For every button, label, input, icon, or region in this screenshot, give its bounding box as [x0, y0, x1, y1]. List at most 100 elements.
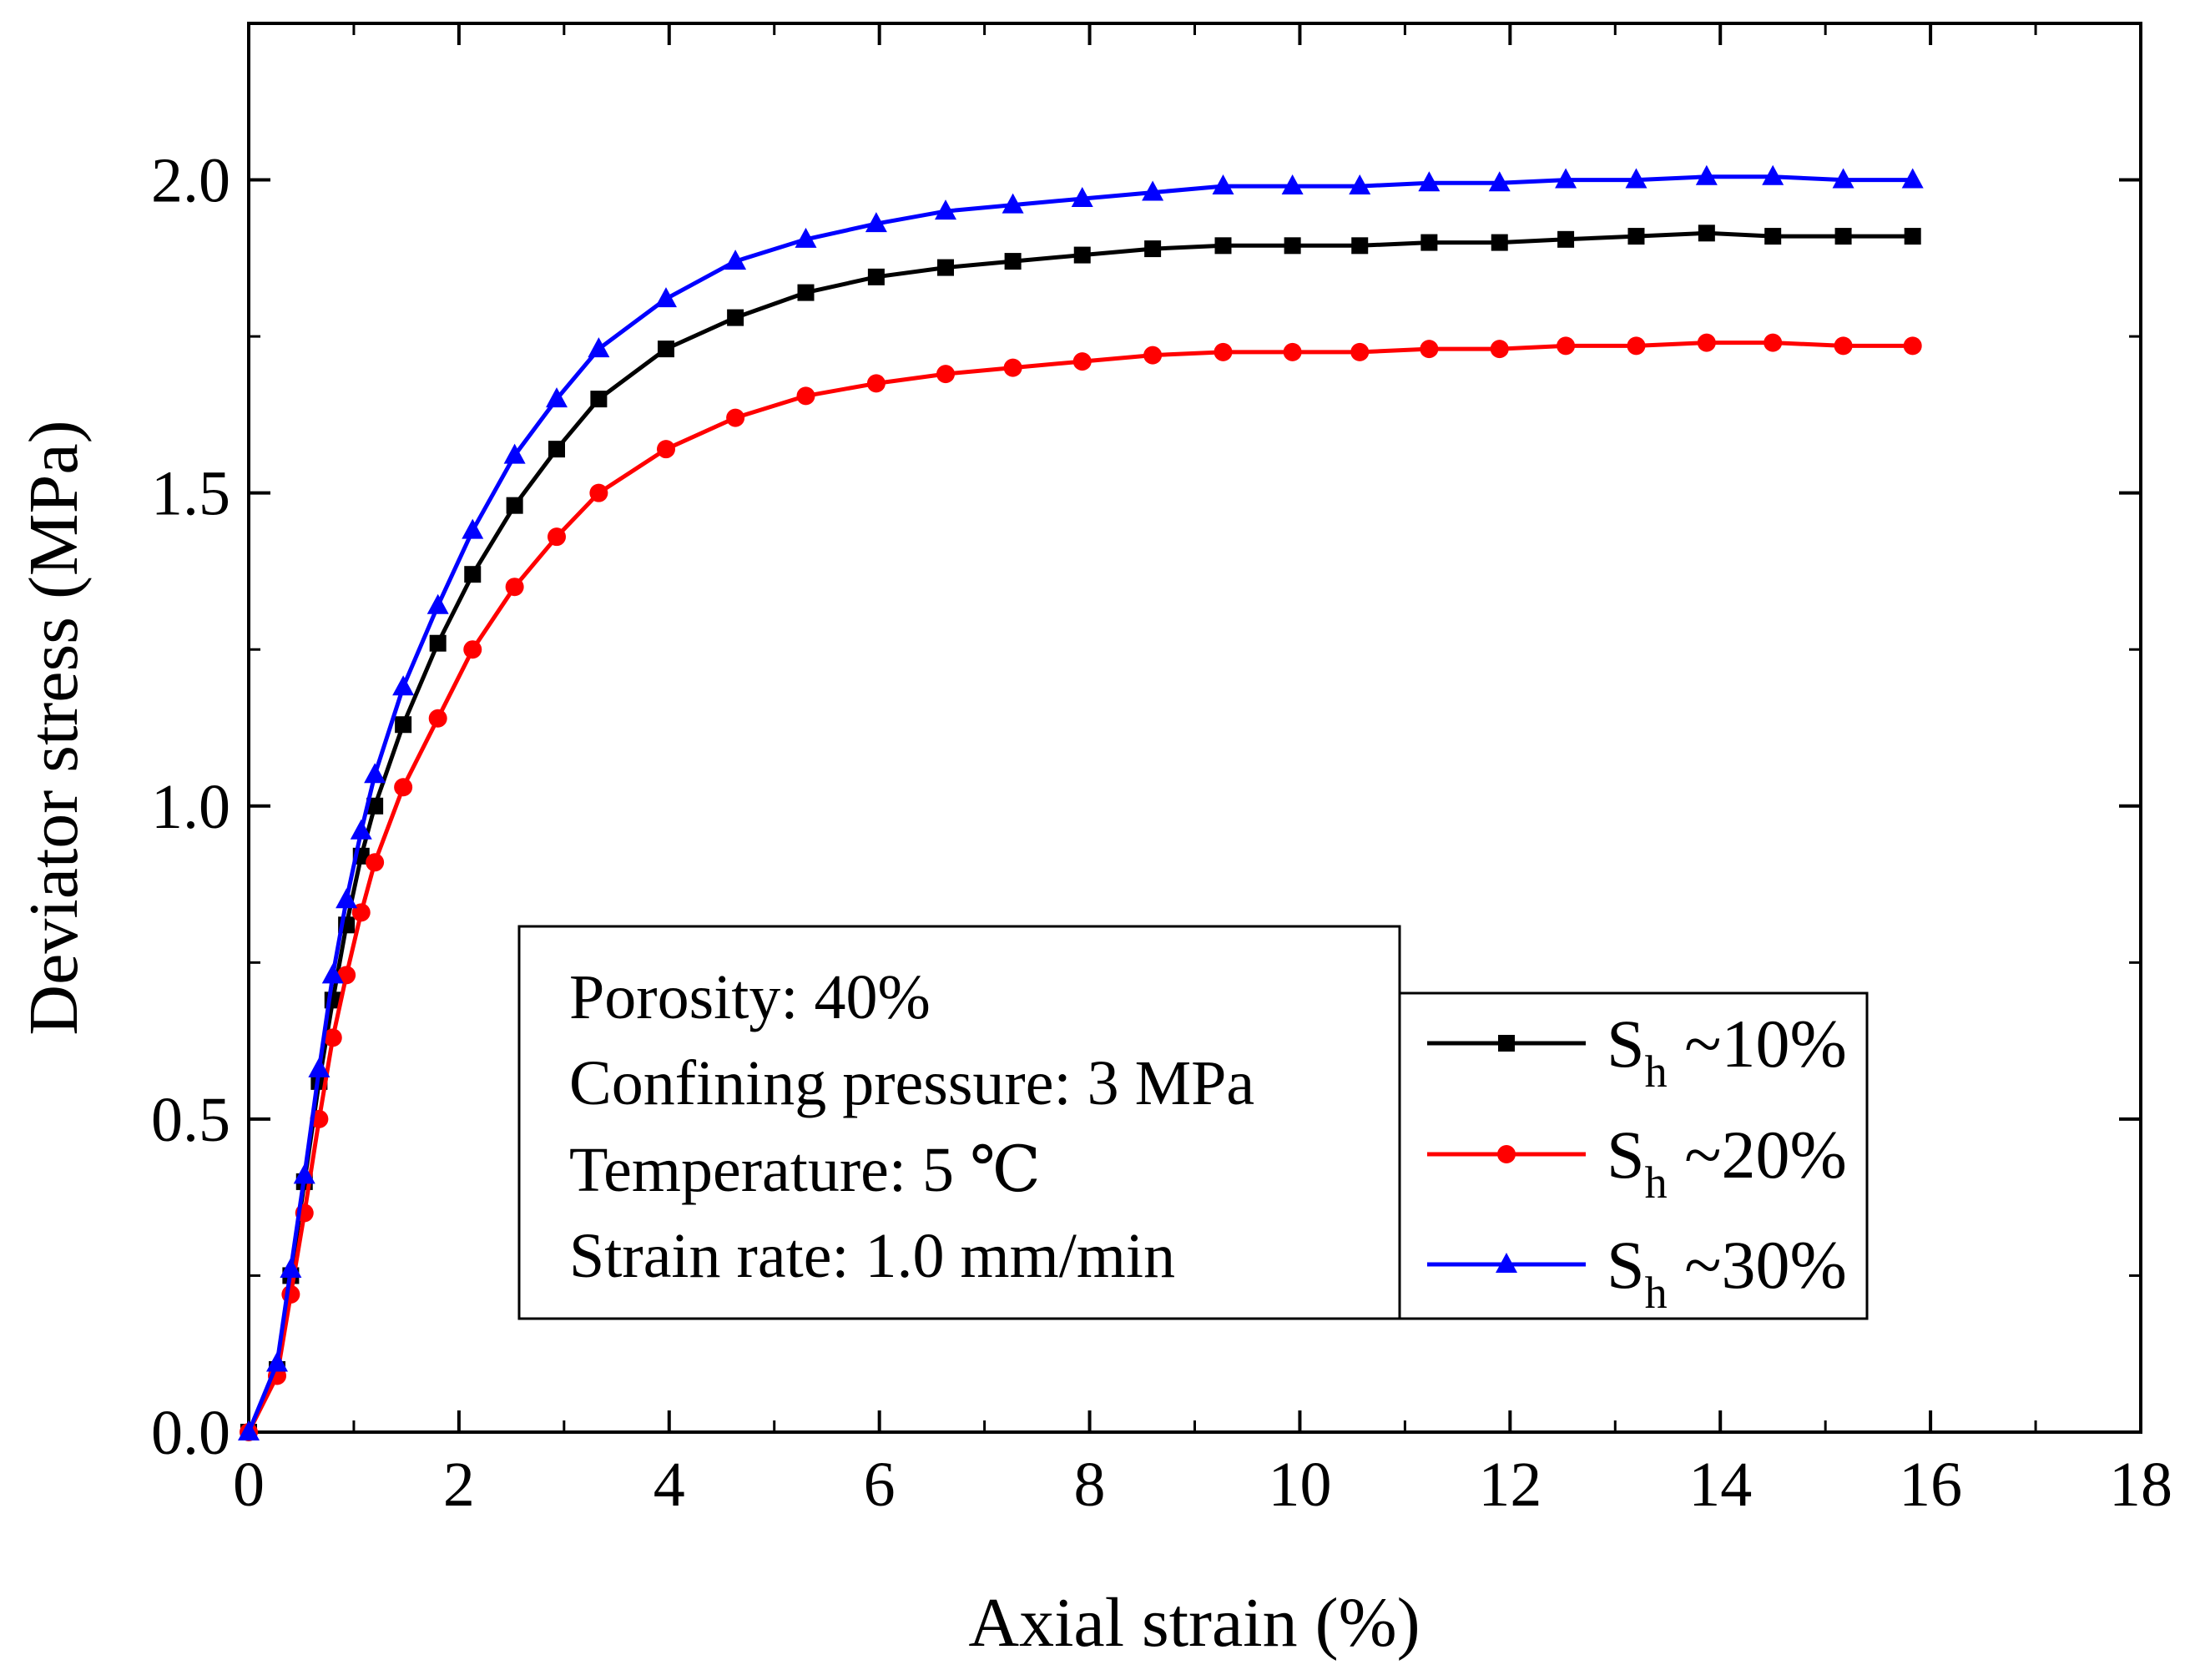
data-point: [1901, 168, 1924, 189]
data-point: [657, 341, 674, 358]
series-layer: [238, 164, 1924, 1441]
data-point: [866, 374, 886, 393]
data-point: [1557, 230, 1575, 248]
data-point: [1697, 333, 1716, 352]
data-point: [867, 268, 885, 285]
data-point: [506, 497, 523, 514]
legend-item: Sh ~20%: [1427, 1117, 1847, 1208]
data-point: [266, 1351, 289, 1372]
data-point: [366, 853, 385, 872]
data-point: [1490, 340, 1509, 359]
y-tick-label: 1.0: [151, 772, 230, 842]
series-line: [246, 230, 1913, 1434]
data-point: [462, 518, 484, 539]
x-tick-label: 14: [1688, 1450, 1752, 1520]
series-line: [246, 174, 1913, 1433]
data-point: [865, 212, 887, 233]
data-point: [366, 797, 384, 815]
series-1: [240, 225, 1921, 1440]
data-point: [588, 337, 610, 358]
data-point: [426, 593, 449, 614]
data-point: [1349, 174, 1371, 195]
x-tick-label: 16: [1899, 1450, 1962, 1520]
x-tick-label: 8: [1074, 1450, 1106, 1520]
data-point: [1214, 342, 1233, 361]
legend-item: Sh ~30%: [1427, 1227, 1847, 1318]
data-point: [1832, 168, 1854, 189]
data-point: [308, 1057, 331, 1077]
data-point: [1557, 336, 1576, 356]
data-point: [1762, 164, 1784, 185]
legend-label: Sh ~20%: [1607, 1117, 1847, 1208]
data-point: [795, 227, 817, 248]
data-point: [464, 566, 482, 583]
annotation-porosity: Porosity: 40%: [569, 962, 931, 1032]
data-point: [1002, 193, 1024, 214]
data-point: [1627, 336, 1646, 356]
data-point: [724, 250, 747, 270]
data-point: [1904, 228, 1921, 245]
annotation-confining-pressure: Confining pressure: 3 MPa: [569, 1048, 1254, 1118]
data-point: [589, 483, 608, 502]
data-point: [429, 634, 447, 652]
x-tick-label: 12: [1478, 1450, 1542, 1520]
data-point: [323, 1028, 342, 1047]
data-point: [336, 888, 358, 909]
data-point: [1351, 237, 1369, 255]
data-point: [1491, 234, 1508, 251]
data-point: [395, 716, 412, 734]
legend: Sh ~10% Sh ~20% Sh ~30%: [1398, 991, 1869, 1320]
data-point: [654, 287, 677, 308]
data-point: [1072, 352, 1092, 371]
legend-marker: [1498, 1035, 1515, 1052]
x-tick-label: 18: [2109, 1450, 2172, 1520]
annotation-frame: [517, 925, 1401, 1320]
data-point: [392, 675, 415, 696]
data-point: [1142, 180, 1164, 201]
x-tick-label: 10: [1268, 1450, 1331, 1520]
data-point: [1695, 164, 1718, 185]
data-point: [428, 709, 447, 728]
data-point: [1625, 168, 1648, 189]
y-tick-label: 2.0: [151, 146, 230, 216]
data-point: [1834, 228, 1852, 245]
data-point: [337, 966, 356, 985]
data-point: [797, 284, 815, 301]
data-point: [1698, 225, 1715, 242]
data-point: [293, 1163, 315, 1184]
data-point: [350, 819, 372, 840]
data-point: [1073, 246, 1091, 264]
data-point: [1764, 333, 1783, 352]
series-3: [238, 164, 1924, 1440]
annotation-temperature: Temperature: 5 ℃: [569, 1135, 1041, 1205]
data-point: [1764, 228, 1782, 245]
data-point: [364, 763, 386, 784]
legend-marker: [1496, 1253, 1517, 1273]
data-point: [394, 778, 413, 797]
data-point: [726, 408, 745, 427]
data-point: [937, 259, 955, 276]
data-point: [548, 441, 566, 458]
legend-label: Sh ~30%: [1607, 1227, 1847, 1318]
y-tick-label: 0.5: [151, 1085, 230, 1155]
data-point: [1834, 336, 1853, 356]
data-point: [1555, 168, 1577, 189]
annotation-box: Porosity: 40% Confining pressure: 3 MPa …: [517, 925, 1401, 1320]
data-point: [1281, 174, 1304, 195]
axis-ticks: [247, 23, 2142, 1434]
data-point: [1071, 187, 1093, 208]
data-point: [1903, 336, 1922, 356]
data-point: [463, 640, 482, 659]
data-point: [280, 1257, 302, 1278]
data-point: [936, 365, 956, 384]
data-point: [505, 578, 524, 597]
data-point: [547, 527, 567, 547]
series-line: [246, 341, 1913, 1434]
data-point: [1420, 340, 1439, 359]
y-tick-label: 0.0: [151, 1398, 230, 1468]
annotation-strain-rate: Strain rate: 1.0 mm/min: [569, 1221, 1175, 1291]
legend-item: Sh ~10%: [1427, 1006, 1847, 1097]
data-point: [1284, 237, 1301, 255]
data-point: [1418, 171, 1441, 192]
